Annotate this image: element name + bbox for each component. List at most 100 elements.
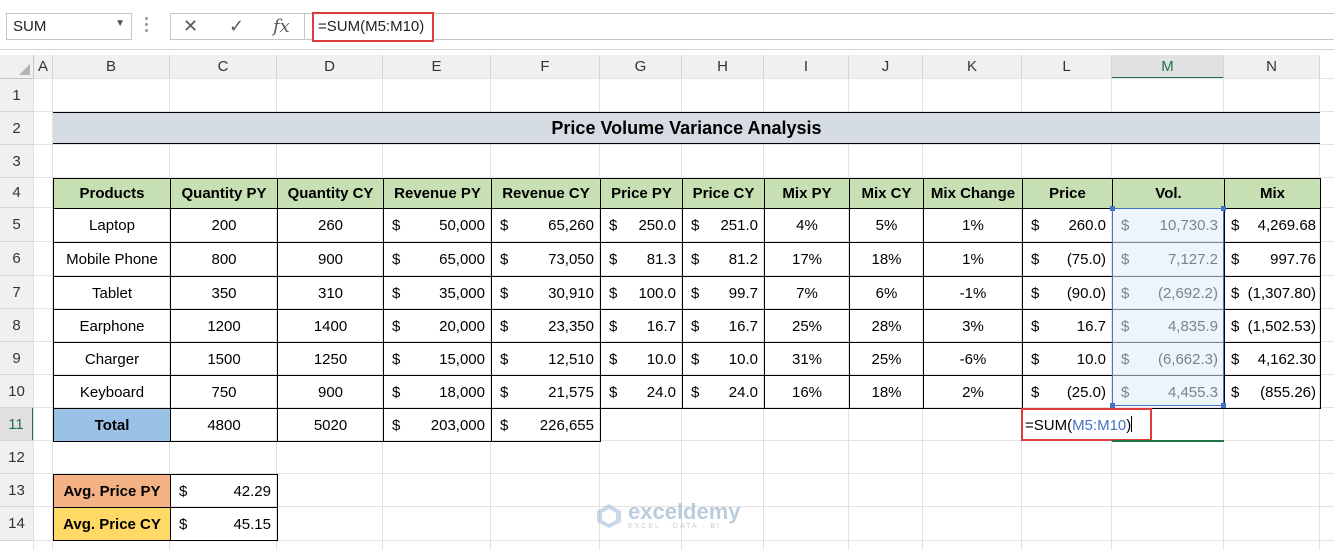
formula-input[interactable] bbox=[305, 13, 1334, 40]
data-cell[interactable]: $81.2 bbox=[682, 242, 765, 277]
row-header-14[interactable]: 14 bbox=[0, 507, 34, 541]
product-name-cell[interactable]: Mobile Phone bbox=[53, 242, 171, 277]
data-cell[interactable]: $ (855.26) bbox=[1224, 375, 1321, 409]
data-cell[interactable]: 17% bbox=[764, 242, 850, 277]
header-products[interactable]: Products bbox=[53, 178, 171, 209]
select-all-button[interactable] bbox=[0, 55, 34, 79]
header-mix-py[interactable]: Mix PY bbox=[764, 178, 850, 209]
range-handle[interactable] bbox=[1221, 206, 1226, 211]
formula-text[interactable]: =SUM(M5:M10) bbox=[312, 12, 435, 42]
row-header-8[interactable]: 8 bbox=[0, 309, 34, 342]
data-cell[interactable]: $21,575 bbox=[491, 375, 601, 409]
column-header-n[interactable]: N bbox=[1224, 55, 1320, 79]
range-handle[interactable] bbox=[1221, 403, 1226, 408]
data-cell[interactable]: $16.7 bbox=[682, 309, 765, 343]
data-cell[interactable]: 4% bbox=[764, 208, 850, 243]
avg-price-py-value[interactable]: $42.29 bbox=[170, 474, 278, 508]
data-cell[interactable]: $260.0 bbox=[1022, 208, 1113, 243]
function-icon[interactable]: fx bbox=[273, 16, 290, 37]
data-cell[interactable]: $20,000 bbox=[383, 309, 492, 343]
column-header-d[interactable]: D bbox=[277, 55, 383, 79]
range-handle[interactable] bbox=[1110, 403, 1115, 408]
data-cell[interactable]: $ (25.0) bbox=[1022, 375, 1113, 409]
data-cell[interactable]: -1% bbox=[923, 276, 1023, 310]
header-price-cy[interactable]: Price CY bbox=[682, 178, 765, 209]
data-cell[interactable]: 1400 bbox=[277, 309, 384, 343]
data-cell[interactable]: 1% bbox=[923, 242, 1023, 277]
data-cell[interactable]: 18% bbox=[849, 375, 924, 409]
data-cell[interactable]: $ (90.0) bbox=[1022, 276, 1113, 310]
column-header-g[interactable]: G bbox=[600, 55, 682, 79]
data-cell[interactable]: 18% bbox=[849, 242, 924, 277]
data-cell[interactable]: $30,910 bbox=[491, 276, 601, 310]
data-cell[interactable]: 6% bbox=[849, 276, 924, 310]
header-revenue-cy[interactable]: Revenue CY bbox=[491, 178, 601, 209]
column-header-j[interactable]: J bbox=[849, 55, 923, 79]
product-name-cell[interactable]: Charger bbox=[53, 342, 171, 376]
data-cell[interactable]: 3% bbox=[923, 309, 1023, 343]
data-cell[interactable]: 260 bbox=[277, 208, 384, 243]
data-cell[interactable]: $99.7 bbox=[682, 276, 765, 310]
header-quantity-py[interactable]: Quantity PY bbox=[170, 178, 278, 209]
avg-price-cy-label[interactable]: Avg. Price CY bbox=[53, 507, 171, 541]
total-rev-py[interactable]: $203,000 bbox=[383, 408, 492, 442]
avg-price-py-label[interactable]: Avg. Price PY bbox=[53, 474, 171, 508]
row-header-1[interactable]: 1 bbox=[0, 79, 34, 112]
data-cell[interactable]: $ (75.0) bbox=[1022, 242, 1113, 277]
column-header-h[interactable]: H bbox=[682, 55, 764, 79]
data-cell[interactable]: $24.0 bbox=[682, 375, 765, 409]
data-cell[interactable]: $997.76 bbox=[1224, 242, 1321, 277]
data-cell[interactable]: 1% bbox=[923, 208, 1023, 243]
data-cell[interactable]: 28% bbox=[849, 309, 924, 343]
row-header-7[interactable]: 7 bbox=[0, 276, 34, 309]
row-header-9[interactable]: 9 bbox=[0, 342, 34, 375]
data-cell[interactable]: $15,000 bbox=[383, 342, 492, 376]
data-cell[interactable]: 7% bbox=[764, 276, 850, 310]
data-cell[interactable]: $50,000 bbox=[383, 208, 492, 243]
data-cell[interactable]: $18,000 bbox=[383, 375, 492, 409]
row-header-6[interactable]: 6 bbox=[0, 242, 34, 276]
total-qty-cy[interactable]: 5020 bbox=[277, 408, 384, 442]
product-name-cell[interactable]: Keyboard bbox=[53, 375, 171, 409]
total-qty-py[interactable]: 4800 bbox=[170, 408, 278, 442]
chevron-down-icon[interactable]: ▼ bbox=[115, 18, 125, 29]
product-name-cell[interactable]: Laptop bbox=[53, 208, 171, 243]
data-cell[interactable]: $23,350 bbox=[491, 309, 601, 343]
row-header-5[interactable]: 5 bbox=[0, 208, 34, 242]
total-label[interactable]: Total bbox=[53, 408, 171, 442]
data-cell[interactable]: $65,000 bbox=[383, 242, 492, 277]
enter-icon[interactable]: ✓ bbox=[229, 16, 245, 36]
column-header-l[interactable]: L bbox=[1022, 55, 1112, 79]
product-name-cell[interactable]: Tablet bbox=[53, 276, 171, 310]
data-cell[interactable]: $10.0 bbox=[1022, 342, 1113, 376]
header-price-py[interactable]: Price PY bbox=[600, 178, 683, 209]
row-header-2[interactable]: 2 bbox=[0, 112, 34, 145]
data-cell[interactable]: $24.0 bbox=[600, 375, 683, 409]
column-header-f[interactable]: F bbox=[491, 55, 600, 79]
data-cell[interactable]: $250.0 bbox=[600, 208, 683, 243]
avg-price-cy-value[interactable]: $45.15 bbox=[170, 507, 278, 541]
data-cell[interactable]: $10.0 bbox=[682, 342, 765, 376]
header-mix[interactable]: Mix bbox=[1224, 178, 1321, 209]
data-cell[interactable]: 200 bbox=[170, 208, 278, 243]
data-cell[interactable]: 1250 bbox=[277, 342, 384, 376]
header-mix-cy[interactable]: Mix CY bbox=[849, 178, 924, 209]
data-cell[interactable]: $73,050 bbox=[491, 242, 601, 277]
data-cell[interactable]: 1500 bbox=[170, 342, 278, 376]
drag-handle-icon[interactable] bbox=[145, 14, 151, 35]
data-cell[interactable]: $35,000 bbox=[383, 276, 492, 310]
header-revenue-py[interactable]: Revenue PY bbox=[383, 178, 492, 209]
data-cell[interactable]: $10.0 bbox=[600, 342, 683, 376]
column-header-a[interactable]: A bbox=[34, 55, 53, 79]
data-cell[interactable]: $ (1,307.80) bbox=[1224, 276, 1321, 310]
header-quantity-cy[interactable]: Quantity CY bbox=[277, 178, 384, 209]
data-cell[interactable]: $16.7 bbox=[600, 309, 683, 343]
name-box-value[interactable]: SUM bbox=[13, 18, 47, 35]
column-header-e[interactable]: E bbox=[383, 55, 491, 79]
data-cell[interactable]: 310 bbox=[277, 276, 384, 310]
data-cell[interactable]: 1200 bbox=[170, 309, 278, 343]
editing-cell[interactable]: =SUM(M5:M10) bbox=[1021, 408, 1152, 441]
column-header-b[interactable]: B bbox=[53, 55, 170, 79]
data-cell[interactable]: 25% bbox=[849, 342, 924, 376]
column-header-m[interactable]: M bbox=[1112, 55, 1224, 79]
